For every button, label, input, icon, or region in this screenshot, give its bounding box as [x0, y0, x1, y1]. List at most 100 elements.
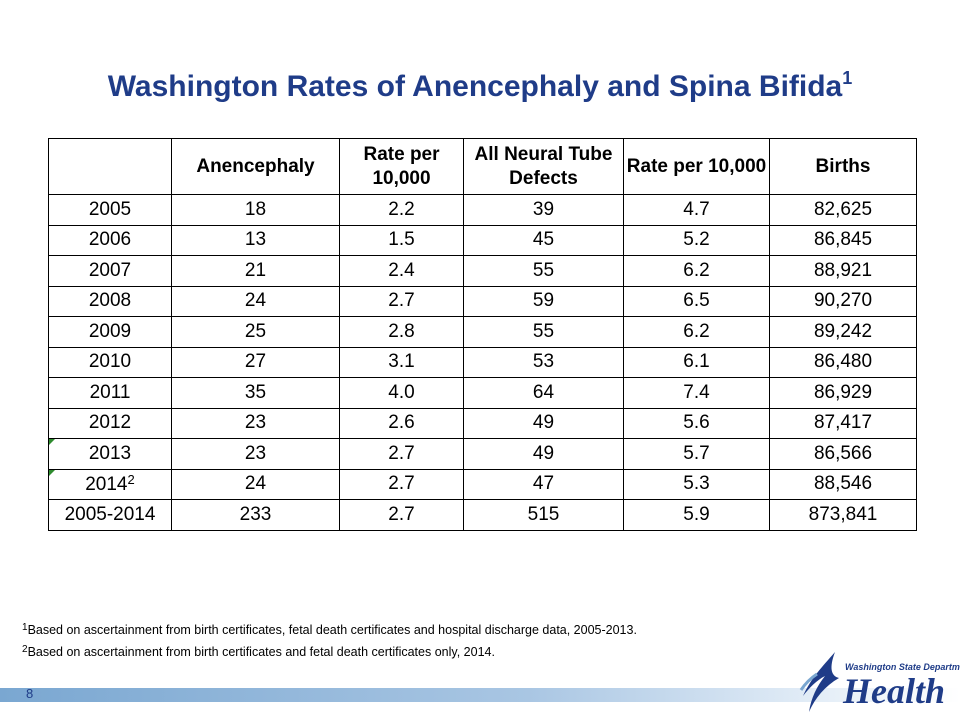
- table-row: 2008 24 2.7 59 6.5 90,270: [48, 285, 917, 317]
- cell-rate-anencephaly: 2.7: [339, 438, 464, 470]
- cell-births: 86,845: [769, 224, 917, 256]
- cell-rate-anencephaly: 2.4: [339, 255, 464, 287]
- year-label: 2005-2014: [64, 503, 156, 525]
- cell-neural-tube-defects: 64: [463, 377, 624, 409]
- cell-year: 2007: [48, 255, 172, 287]
- footnote-2-text: Based on ascertainment from birth certif…: [27, 645, 495, 659]
- cell-neural-tube-defects: 55: [463, 255, 624, 287]
- health-swoosh-icon: [799, 652, 839, 712]
- header-births: Births: [769, 138, 917, 195]
- cell-rate-anencephaly: 4.0: [339, 377, 464, 409]
- cell-births: 82,625: [769, 194, 917, 226]
- cell-anencephaly: 25: [171, 316, 340, 348]
- cell-births: 89,242: [769, 316, 917, 348]
- cell-neural-tube-defects: 515: [463, 499, 624, 531]
- cell-births: 86,480: [769, 346, 917, 378]
- footnote-1-text: Based on ascertainment from birth certif…: [27, 623, 637, 637]
- slide-title-text: Washington Rates of Anencephaly and Spin…: [107, 70, 843, 103]
- cell-rate-anencephaly: 2.7: [339, 468, 464, 500]
- cell-year: 2005: [48, 194, 172, 226]
- table-header-row: Anencephaly Rate per 10,000 All Neural T…: [48, 138, 917, 195]
- table-row: 2009 25 2.8 55 6.2 89,242: [48, 316, 917, 348]
- table-row: 2005-2014 233 2.7 515 5.9 873,841: [48, 499, 917, 531]
- table-row: 20142 24 2.7 47 5.3 88,546: [48, 468, 917, 500]
- footnote-1-marker: 1: [22, 622, 28, 633]
- cell-rate-ntd: 5.7: [623, 438, 770, 470]
- cell-year: 2012: [48, 407, 172, 439]
- rates-table: Anencephaly Rate per 10,000 All Neural T…: [48, 138, 917, 531]
- footnote-2: 2Based on ascertainment from birth certi…: [22, 640, 637, 662]
- cell-anencephaly: 24: [171, 468, 340, 500]
- cell-neural-tube-defects: 39: [463, 194, 624, 226]
- header-anencephaly: Anencephaly: [171, 138, 340, 195]
- cell-year: 2009: [48, 316, 172, 348]
- cell-rate-ntd: 6.1: [623, 346, 770, 378]
- year-label: 2006: [88, 229, 132, 251]
- cell-year: 2013: [48, 438, 172, 470]
- footnote-1: 1Based on ascertainment from birth certi…: [22, 618, 637, 640]
- footnote-2-marker: 2: [22, 644, 28, 655]
- cell-anencephaly: 23: [171, 407, 340, 439]
- cell-births: 88,546: [769, 468, 917, 500]
- year-label: 2014: [85, 474, 128, 496]
- cell-anencephaly: 24: [171, 285, 340, 317]
- year-label: 2013: [88, 442, 132, 464]
- cell-anencephaly: 13: [171, 224, 340, 256]
- cell-rate-anencephaly: 2.7: [339, 499, 464, 531]
- cell-rate-ntd: 6.2: [623, 316, 770, 348]
- cell-rate-anencephaly: 3.1: [339, 346, 464, 378]
- year-label: 2005: [88, 198, 132, 220]
- table-row: 2006 13 1.5 45 5.2 86,845: [48, 224, 917, 256]
- year-label: 2010: [88, 351, 132, 373]
- cell-births: 86,566: [769, 438, 917, 470]
- cell-rate-ntd: 5.6: [623, 407, 770, 439]
- cell-births: 86,929: [769, 377, 917, 409]
- cell-year: 2006: [48, 224, 172, 256]
- cell-rate-anencephaly: 1.5: [339, 224, 464, 256]
- header-neural-tube-defects: All Neural Tube Defects: [463, 138, 624, 195]
- cell-births: 88,921: [769, 255, 917, 287]
- table-row: 2007 21 2.4 55 6.2 88,921: [48, 255, 917, 287]
- year-label: 2008: [88, 290, 132, 312]
- doh-logo: Washington State Department of Health: [795, 648, 960, 716]
- header-year: [48, 138, 172, 195]
- header-rate-ntd: Rate per 10,000: [623, 138, 770, 195]
- cell-anencephaly: 21: [171, 255, 340, 287]
- cell-rate-anencephaly: 2.7: [339, 285, 464, 317]
- page-number: 8: [26, 686, 34, 701]
- cell-rate-anencephaly: 2.2: [339, 194, 464, 226]
- cell-anencephaly: 27: [171, 346, 340, 378]
- cell-year: 2011: [48, 377, 172, 409]
- header-rate-anencephaly: Rate per 10,000: [339, 138, 464, 195]
- cell-rate-ntd: 5.3: [623, 468, 770, 500]
- cell-rate-ntd: 7.4: [623, 377, 770, 409]
- table-row: 2011 35 4.0 64 7.4 86,929: [48, 377, 917, 409]
- logo-org-text: Washington State Department of: [845, 662, 960, 672]
- year-label: 2007: [88, 259, 132, 281]
- cell-neural-tube-defects: 49: [463, 438, 624, 470]
- cell-neural-tube-defects: 53: [463, 346, 624, 378]
- footnotes: 1Based on ascertainment from birth certi…: [22, 618, 637, 662]
- cell-rate-ntd: 4.7: [623, 194, 770, 226]
- cell-anencephaly: 35: [171, 377, 340, 409]
- cell-neural-tube-defects: 59: [463, 285, 624, 317]
- cell-rate-ntd: 5.2: [623, 224, 770, 256]
- cell-year: 20142: [48, 468, 172, 500]
- error-flag-icon: [49, 439, 55, 445]
- table-row: 2005 18 2.2 39 4.7 82,625: [48, 194, 917, 226]
- cell-rate-ntd: 5.9: [623, 499, 770, 531]
- bottom-bar: [0, 688, 960, 702]
- year-footnote-marker: 2: [127, 472, 135, 488]
- logo-wordmark: Health: [843, 671, 946, 711]
- cell-neural-tube-defects: 49: [463, 407, 624, 439]
- cell-neural-tube-defects: 45: [463, 224, 624, 256]
- cell-year: 2005-2014: [48, 499, 172, 531]
- year-label: 2011: [89, 381, 131, 403]
- table-row: 2013 23 2.7 49 5.7 86,566: [48, 438, 917, 470]
- error-flag-icon: [49, 469, 55, 476]
- cell-births: 90,270: [769, 285, 917, 317]
- cell-anencephaly: 18: [171, 194, 340, 226]
- cell-births: 87,417: [769, 407, 917, 439]
- table-row: 2010 27 3.1 53 6.1 86,480: [48, 346, 917, 378]
- cell-births: 873,841: [769, 499, 917, 531]
